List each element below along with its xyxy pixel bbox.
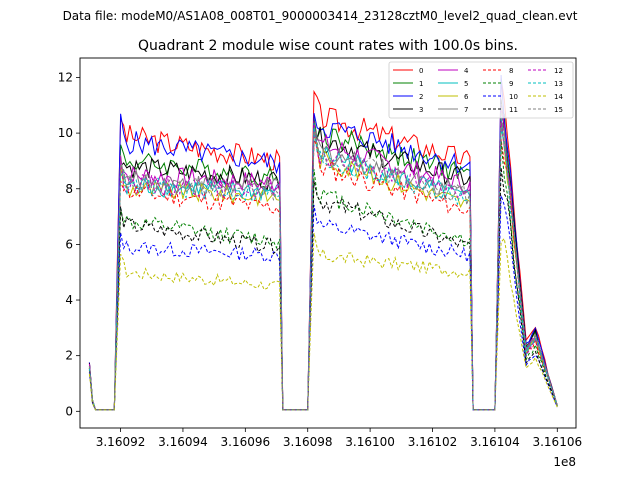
x-tick-label: 3.16094 [158,435,208,449]
chart-title: Quadrant 2 module wise count rates with … [138,38,518,54]
y-tick-label: 12 [58,70,73,84]
x-tick-label: 3.16102 [408,435,458,449]
series-line-10 [88,195,558,411]
legend-label-8: 8 [509,67,513,75]
y-tick-label: 8 [65,182,73,196]
legend-label-6: 6 [464,93,469,101]
x-tick-label: 3.16100 [345,435,395,449]
x-axis-offset-text: 1e8 [553,455,576,469]
figure-suptitle: Data file: modeM0/AS1A08_008T01_90000034… [63,9,578,23]
legend-label-2: 2 [419,93,423,101]
legend-label-1: 1 [419,80,423,88]
series-line-13 [88,127,558,411]
y-tick-label: 2 [65,349,73,363]
series-line-9 [88,140,558,411]
legend-label-10: 10 [509,93,518,101]
series-line-15 [88,104,558,411]
legend-label-9: 9 [509,80,513,88]
legend-label-7: 7 [464,106,468,114]
y-tick-label: 0 [65,404,73,418]
x-tick-label: 3.16098 [283,435,333,449]
y-axis: 0 2 4 6 8 10 12 [58,70,80,418]
legend-label-12: 12 [554,67,563,75]
x-tick-label: 3.16092 [96,435,146,449]
plot-frame [79,57,577,429]
y-tick-label: 6 [65,237,73,251]
legend-label-0: 0 [419,67,423,75]
legend-label-15: 15 [554,106,563,114]
y-tick-label: 4 [65,293,73,307]
legend-box [388,61,574,119]
x-tick-label: 3.16106 [532,435,582,449]
legend-label-13: 13 [554,80,563,88]
legend-label-4: 4 [464,67,469,75]
legend-label-3: 3 [419,106,423,114]
x-tick-label: 3.16104 [470,435,520,449]
legend-label-14: 14 [554,93,563,101]
y-tick-label: 10 [58,126,73,140]
series-layer [88,74,558,411]
x-tick-label: 3.16096 [221,435,271,449]
legend-label-11: 11 [509,106,518,114]
x-axis: 3.16092 3.16094 3.16096 3.16098 3.16100 3.161… [96,428,582,449]
legend-label-5: 5 [464,80,468,88]
